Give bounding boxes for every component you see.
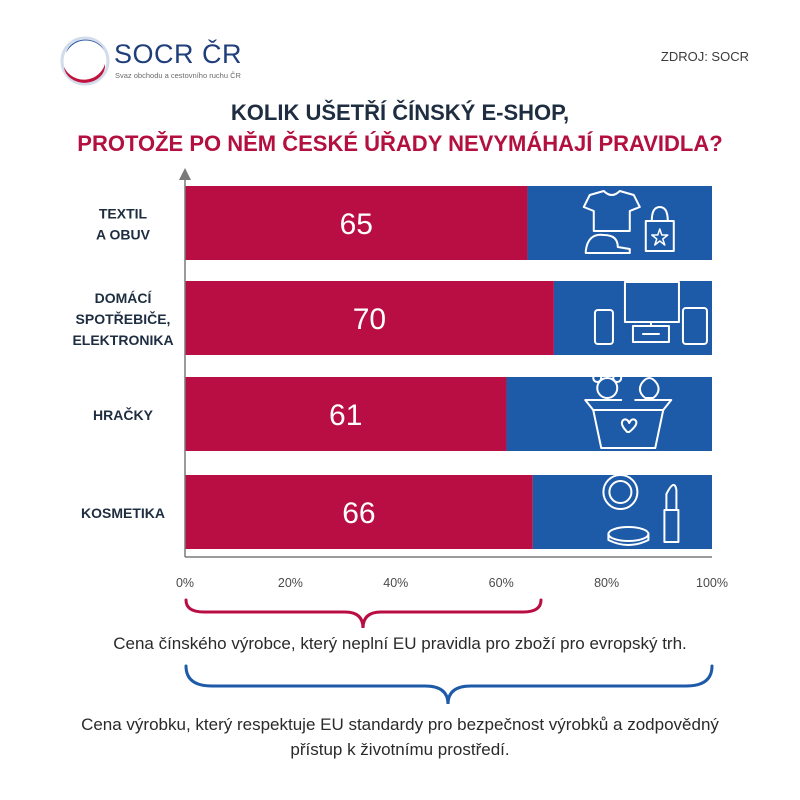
eu-price-note-line1: Cena výrobku, který respektuje EU standa… xyxy=(81,715,719,734)
x-tick-label: 60% xyxy=(489,576,514,590)
brand-name: SOCR ČR xyxy=(114,39,243,69)
chinese-price-note: Cena čínského výrobce, který neplní EU p… xyxy=(113,634,687,653)
eu-price-note: Cena výrobku, který respektuje EU standa… xyxy=(0,712,800,762)
bar-chinese-price xyxy=(185,475,533,549)
bar-remaining-price xyxy=(527,186,712,260)
x-tick-label: 0% xyxy=(176,576,194,590)
bar-remaining-price xyxy=(506,377,712,451)
source-label: ZDROJ: SOCR xyxy=(660,49,749,64)
eu-price-brace xyxy=(184,664,714,705)
chinese-price-brace xyxy=(184,598,543,629)
category-label: SPOTŘEBIČE, xyxy=(76,310,171,327)
category-label: TEXTIL xyxy=(99,206,148,222)
data-label: 61 xyxy=(329,399,362,432)
bar-chinese-price xyxy=(185,186,528,260)
clothing-icon xyxy=(582,190,675,254)
data-label: 65 xyxy=(340,208,373,241)
bar-chinese-price xyxy=(185,377,507,451)
electronics-icon xyxy=(593,281,708,345)
bar-chinese-price xyxy=(185,281,554,355)
braces xyxy=(184,598,714,705)
data-label: 70 xyxy=(353,303,386,336)
bar-remaining-price xyxy=(532,475,712,549)
x-tick-label: 40% xyxy=(383,576,408,590)
socr-logo: SOCR ČR Svaz obchodu a cestovního ruchu … xyxy=(58,34,268,88)
eu-price-note-line2: přístup k životnímu prostředí. xyxy=(290,740,510,759)
data-label: 66 xyxy=(342,497,375,530)
cosmetics-icon xyxy=(602,474,680,546)
brand-tagline: Svaz obchodu a cestovního ruchu ČR xyxy=(115,71,241,80)
title-line-2: PROTOŽE PO NĚM ČESKÉ ÚŘADY NEVYMÁHAJÍ PR… xyxy=(77,131,723,156)
toys-box-icon xyxy=(584,373,673,449)
category-label: HRAČKY xyxy=(93,406,154,423)
category-label: DOMÁCÍ xyxy=(95,290,153,306)
socr-logo-emblem xyxy=(60,36,110,86)
x-tick-label: 20% xyxy=(278,576,303,590)
category-label: A OBUV xyxy=(96,227,151,243)
title-line-1: KOLIK UŠETŘÍ ČÍNSKÝ E-SHOP, xyxy=(230,100,570,125)
category-label: ELEKTRONIKA xyxy=(72,332,173,348)
bar-chart: 0% 20% 40% 60% 80% 100% 65 TEXTIL A OBUV 70 DOMÁC… xyxy=(72,168,728,590)
category-label: KOSMETIKA xyxy=(81,505,165,521)
x-tick-label: 80% xyxy=(594,576,619,590)
x-tick-label: 100% xyxy=(696,576,728,590)
